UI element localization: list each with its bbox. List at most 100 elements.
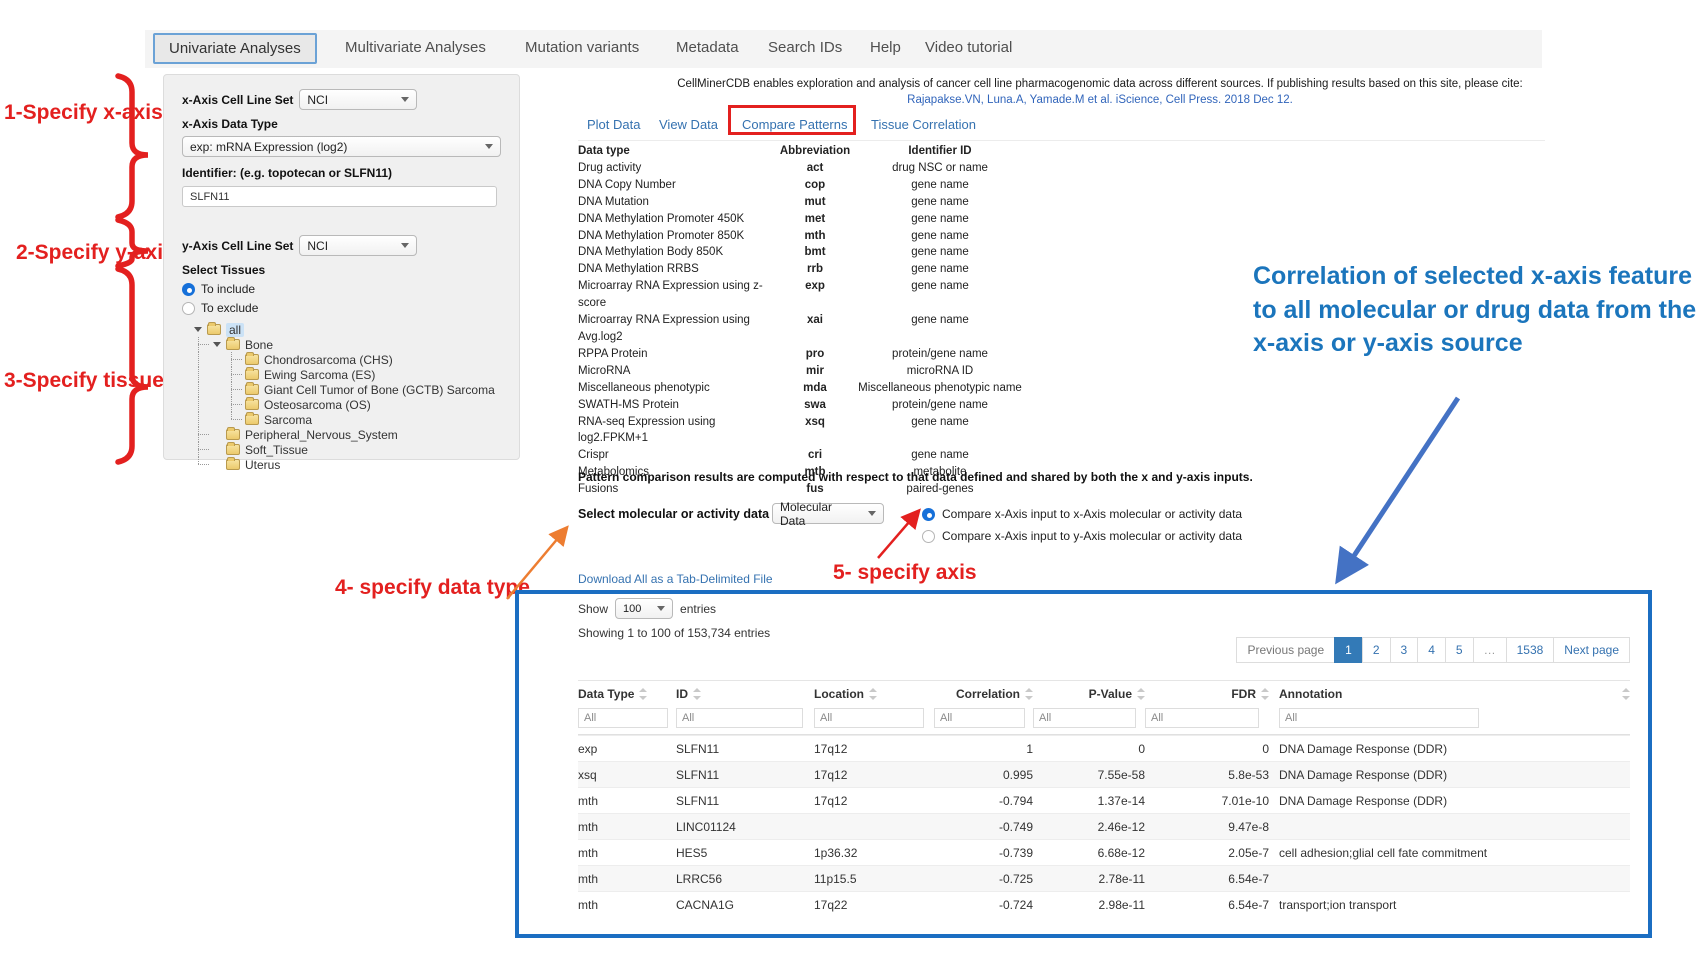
sort-icon[interactable] bbox=[639, 688, 648, 700]
cell-location: 1p36.32 bbox=[814, 845, 858, 860]
column-header-annotation[interactable]: Annotation bbox=[1269, 687, 1630, 701]
x-axis-data-type-select[interactable]: exp: mRNA Expression (log2) bbox=[182, 136, 501, 157]
subtab-tissue-correlation[interactable]: Tissue Correlation bbox=[871, 117, 977, 132]
sort-icon[interactable] bbox=[1261, 688, 1269, 700]
tree-node-osteosarcoma[interactable]: Osteosarcoma (OS) bbox=[192, 397, 501, 412]
table-row[interactable]: xsq SLFN11 17q12 0.995 7.55e-58 5.8e-53 … bbox=[578, 761, 1630, 787]
reference-identifier-id: gene name bbox=[911, 449, 969, 462]
filter-p-value-input[interactable] bbox=[1033, 708, 1137, 728]
tree-node-uterus[interactable]: Uterus bbox=[192, 457, 501, 472]
column-header-data-type[interactable]: Data Type bbox=[578, 687, 676, 701]
reference-abbreviation: mir bbox=[806, 364, 824, 377]
tree-node-soft-tissue[interactable]: Soft_Tissue bbox=[192, 442, 501, 457]
cell-location: 17q12 bbox=[814, 741, 848, 756]
tab-video-tutorial[interactable]: Video tutorial bbox=[925, 39, 1013, 56]
column-header-id[interactable]: ID bbox=[676, 687, 814, 701]
tree-expander-icon[interactable] bbox=[192, 322, 206, 337]
cell-data-type: mth bbox=[578, 819, 599, 834]
folder-icon bbox=[226, 442, 240, 455]
reference-abbreviation: cop bbox=[804, 178, 826, 191]
reference-identifier-id: gene name bbox=[911, 195, 969, 208]
tab-univariate-analyses[interactable]: Univariate Analyses bbox=[153, 33, 317, 64]
filter-fdr-input[interactable] bbox=[1145, 708, 1260, 728]
subtab-plot-data[interactable]: Plot Data bbox=[587, 117, 641, 132]
reference-data-type: Crispr bbox=[578, 449, 609, 462]
tree-node-label: Peripheral_Nervous_System bbox=[245, 427, 398, 442]
subtab-view-data[interactable]: View Data bbox=[659, 117, 719, 132]
cell-fdr: 9.47e-8 bbox=[1228, 819, 1269, 834]
chevron-down-icon bbox=[868, 511, 876, 516]
include-radio[interactable] bbox=[182, 282, 195, 296]
column-header-location[interactable]: Location bbox=[814, 687, 934, 701]
exclude-radio[interactable] bbox=[182, 301, 195, 315]
tree-node-label: Bone bbox=[245, 337, 274, 352]
tree-node-label: Ewing Sarcoma (ES) bbox=[264, 367, 376, 382]
tree-node-bone[interactable]: Bone bbox=[192, 337, 501, 352]
table-row[interactable]: mth SLFN11 17q12 -0.794 1.37e-14 7.01e-1… bbox=[578, 787, 1630, 813]
page-button-5[interactable]: 5 bbox=[1444, 637, 1474, 663]
tree-node-gctb-sarcoma[interactable]: Giant Cell Tumor of Bone (GCTB) Sarcoma bbox=[192, 382, 501, 397]
reference-identifier-id: gene name bbox=[911, 314, 969, 327]
molecular-data-select[interactable]: Molecular Data bbox=[772, 500, 884, 528]
tree-node-chondrosarcoma[interactable]: Chondrosarcoma (CHS) bbox=[192, 352, 501, 367]
column-header-correlation[interactable]: Correlation bbox=[934, 687, 1033, 701]
results-header-row: Data Type ID Location Correlation P-Valu… bbox=[578, 680, 1630, 705]
table-row[interactable]: mth HES5 1p36.32 -0.739 6.68e-12 2.05e-7… bbox=[578, 839, 1630, 865]
tab-multivariate-analyses[interactable]: Multivariate Analyses bbox=[345, 39, 486, 56]
reference-header-data-type: Data type bbox=[578, 145, 630, 157]
filter-correlation-input[interactable] bbox=[934, 708, 1026, 728]
filter-location-input[interactable] bbox=[814, 708, 925, 728]
tree-node-sarcoma[interactable]: Sarcoma bbox=[192, 412, 501, 427]
sort-icon[interactable] bbox=[1025, 688, 1033, 700]
compare-y-axis-radio[interactable] bbox=[922, 529, 935, 543]
next-page-button[interactable]: Next page bbox=[1553, 637, 1630, 663]
previous-page-button[interactable]: Previous page bbox=[1236, 637, 1336, 663]
data-type-reference-table: Data type Abbreviation Identifier ID Dru… bbox=[578, 143, 1028, 498]
filter-data-type-input[interactable] bbox=[578, 708, 669, 728]
cell-location: 17q22 bbox=[814, 897, 848, 912]
tree-node-all[interactable]: all bbox=[192, 322, 501, 337]
tab-metadata[interactable]: Metadata bbox=[676, 39, 739, 56]
sort-icon[interactable] bbox=[693, 688, 701, 700]
reference-row: MicroRNA mir microRNA ID bbox=[578, 363, 1028, 380]
tab-mutation-variants[interactable]: Mutation variants bbox=[525, 39, 640, 56]
annotation-step5: 5- specify axis bbox=[833, 561, 977, 584]
filter-id-input[interactable] bbox=[676, 708, 803, 728]
compare-patterns-highlight-box bbox=[728, 105, 856, 135]
identifier-input[interactable] bbox=[182, 186, 497, 207]
table-row[interactable]: exp SLFN11 17q12 1 0 0 DNA Damage Respon… bbox=[578, 735, 1630, 761]
reference-identifier-id: microRNA ID bbox=[906, 364, 974, 377]
page-button-4[interactable]: 4 bbox=[1417, 637, 1446, 663]
reference-row: DNA Methylation RRBS rrb gene name bbox=[578, 261, 1028, 278]
page-button-2[interactable]: 2 bbox=[1361, 637, 1391, 663]
page-button-1[interactable]: 1 bbox=[1334, 637, 1363, 663]
showing-entries-text: Showing 1 to 100 of 153,734 entries bbox=[578, 626, 771, 640]
citation-link[interactable]: Rajapakse.VN, Luna.A, Yamade.M et al. iS… bbox=[907, 94, 1293, 106]
column-header-p-value[interactable]: P-Value bbox=[1033, 687, 1145, 701]
x-axis-cell-line-set-select[interactable]: NCI bbox=[299, 89, 418, 110]
compare-x-axis-radio[interactable] bbox=[922, 507, 935, 521]
show-entries-select[interactable]: 100 bbox=[615, 598, 674, 619]
filter-annotation-input[interactable] bbox=[1279, 708, 1479, 728]
tree-node-peripheral-nervous-system[interactable]: Peripheral_Nervous_System bbox=[192, 427, 501, 442]
sort-icon[interactable] bbox=[1622, 688, 1630, 700]
column-header-fdr[interactable]: FDR bbox=[1145, 687, 1269, 701]
tab-search-ids[interactable]: Search IDs bbox=[768, 39, 843, 56]
table-row[interactable]: mth LINC01124 -0.749 2.46e-12 9.47e-8 bbox=[578, 813, 1630, 839]
reference-data-type: Drug activity bbox=[578, 161, 642, 174]
page-button-3[interactable]: 3 bbox=[1389, 637, 1419, 663]
table-row[interactable]: mth CACNA1G 17q22 -0.724 2.98e-11 6.54e-… bbox=[578, 891, 1630, 917]
sort-icon[interactable] bbox=[1137, 688, 1145, 700]
table-row[interactable]: mth LRRC56 11p15.5 -0.725 2.78e-11 6.54e… bbox=[578, 865, 1630, 891]
reference-abbreviation: fus bbox=[806, 483, 824, 496]
tree-node-ewing-sarcoma[interactable]: Ewing Sarcoma (ES) bbox=[192, 367, 501, 382]
tree-expander-icon[interactable] bbox=[211, 337, 225, 352]
y-axis-cell-line-set-select[interactable]: NCI bbox=[299, 235, 418, 256]
download-tab-delimited-link[interactable]: Download All as a Tab-Delimited File bbox=[578, 572, 773, 586]
page-button-1538[interactable]: 1538 bbox=[1505, 637, 1555, 663]
annotation-step4: 4- specify data type bbox=[335, 576, 530, 599]
sort-icon[interactable] bbox=[869, 688, 877, 700]
cell-correlation: -0.725 bbox=[998, 871, 1033, 886]
subtab-compare-patterns[interactable]: Compare Patterns bbox=[742, 117, 848, 132]
tab-help[interactable]: Help bbox=[870, 39, 901, 56]
